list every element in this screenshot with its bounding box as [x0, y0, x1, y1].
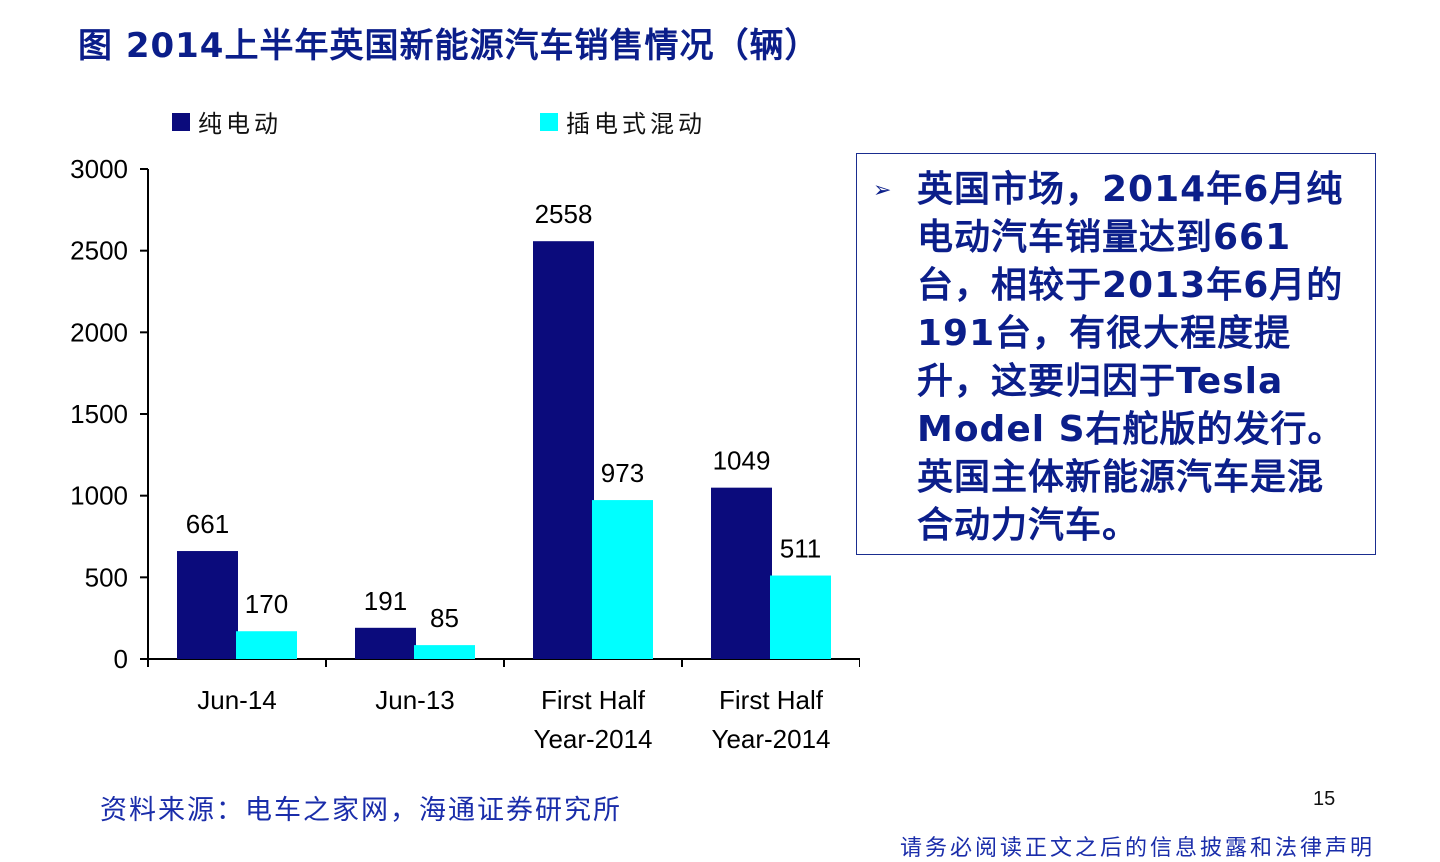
data-label-phev: 973 [601, 458, 644, 488]
callout-line: 升，这要归因于Tesla [917, 361, 1284, 402]
y-tick-label: 0 [114, 644, 128, 674]
legend-label-phev: 插电式混动 [566, 110, 706, 138]
legend-item-bev: 纯电动 [172, 104, 282, 139]
legend-swatch-bev [172, 112, 190, 131]
legend-swatch-phev [540, 112, 558, 131]
legend-label-bev: 纯电动 [198, 110, 282, 138]
callout-line: 电动汽车销量达到661 [917, 217, 1292, 258]
callout-line: 台，相较于2013年6月的 [917, 265, 1344, 306]
y-tick-label: 2000 [70, 317, 128, 347]
bar-bev [533, 241, 594, 659]
callout-line: 合动力汽车。 [917, 505, 1140, 546]
callout-line: Model S右舵版的发行。 [917, 409, 1345, 450]
y-tick-label: 1500 [70, 399, 128, 429]
bar-bev [177, 551, 238, 659]
bar-phev [414, 645, 475, 659]
source-note: 资料来源：电车之家网，海通证券研究所 [100, 795, 622, 826]
bar-phev [236, 631, 297, 659]
data-label-bev: 1049 [713, 446, 771, 476]
y-tick-label: 1000 [70, 481, 128, 511]
y-tick-label: 500 [85, 562, 128, 592]
page-number: 15 [1313, 788, 1336, 810]
data-label-bev: 2558 [535, 199, 593, 229]
y-tick-label: 3000 [70, 154, 128, 184]
page-title: 图 2014上半年英国新能源汽车销售情况（辆） [78, 26, 820, 66]
callout-box: ➢ 英国市场，2014年6月纯 电动汽车销量达到661 台，相较于2013年6月… [856, 153, 1376, 555]
data-label-bev: 661 [186, 509, 229, 539]
bar-chart: 0 500 1000 1500 2000 2500 3000 661 170 Jun-14 191 8… [70, 154, 860, 754]
callout-line: 英国主体新能源汽车是混 [917, 457, 1325, 498]
data-label-phev: 170 [245, 589, 288, 619]
bar-phev [592, 500, 653, 659]
callout-line: 191台，有很大程度提 [917, 313, 1292, 354]
arrow-bullet-icon: ➢ [873, 178, 892, 203]
bar-bev [711, 487, 772, 659]
data-label-bev: 191 [364, 586, 407, 616]
bar-phev [770, 575, 831, 659]
x-tick-label: Year-2014 [711, 724, 830, 754]
x-tick-label: Jun-14 [197, 685, 277, 715]
x-tick-label: Year-2014 [533, 724, 652, 754]
callout-line: 英国市场，2014年6月纯 [917, 169, 1344, 210]
callout-text: 英国市场，2014年6月纯 电动汽车销量达到661 台，相较于2013年6月的 … [917, 166, 1372, 550]
x-tick-label: First Half [541, 685, 646, 715]
y-tick-label: 2500 [70, 236, 128, 266]
x-tick-label: First Half [719, 685, 824, 715]
bar-bev [355, 627, 416, 659]
legend-item-phev: 插电式混动 [540, 104, 706, 139]
x-tick-label: Jun-13 [375, 685, 455, 715]
data-label-phev: 511 [780, 534, 821, 564]
data-label-phev: 85 [430, 603, 459, 633]
legal-disclaimer: 请务必阅读正文之后的信息披露和法律声明 [900, 836, 1376, 861]
